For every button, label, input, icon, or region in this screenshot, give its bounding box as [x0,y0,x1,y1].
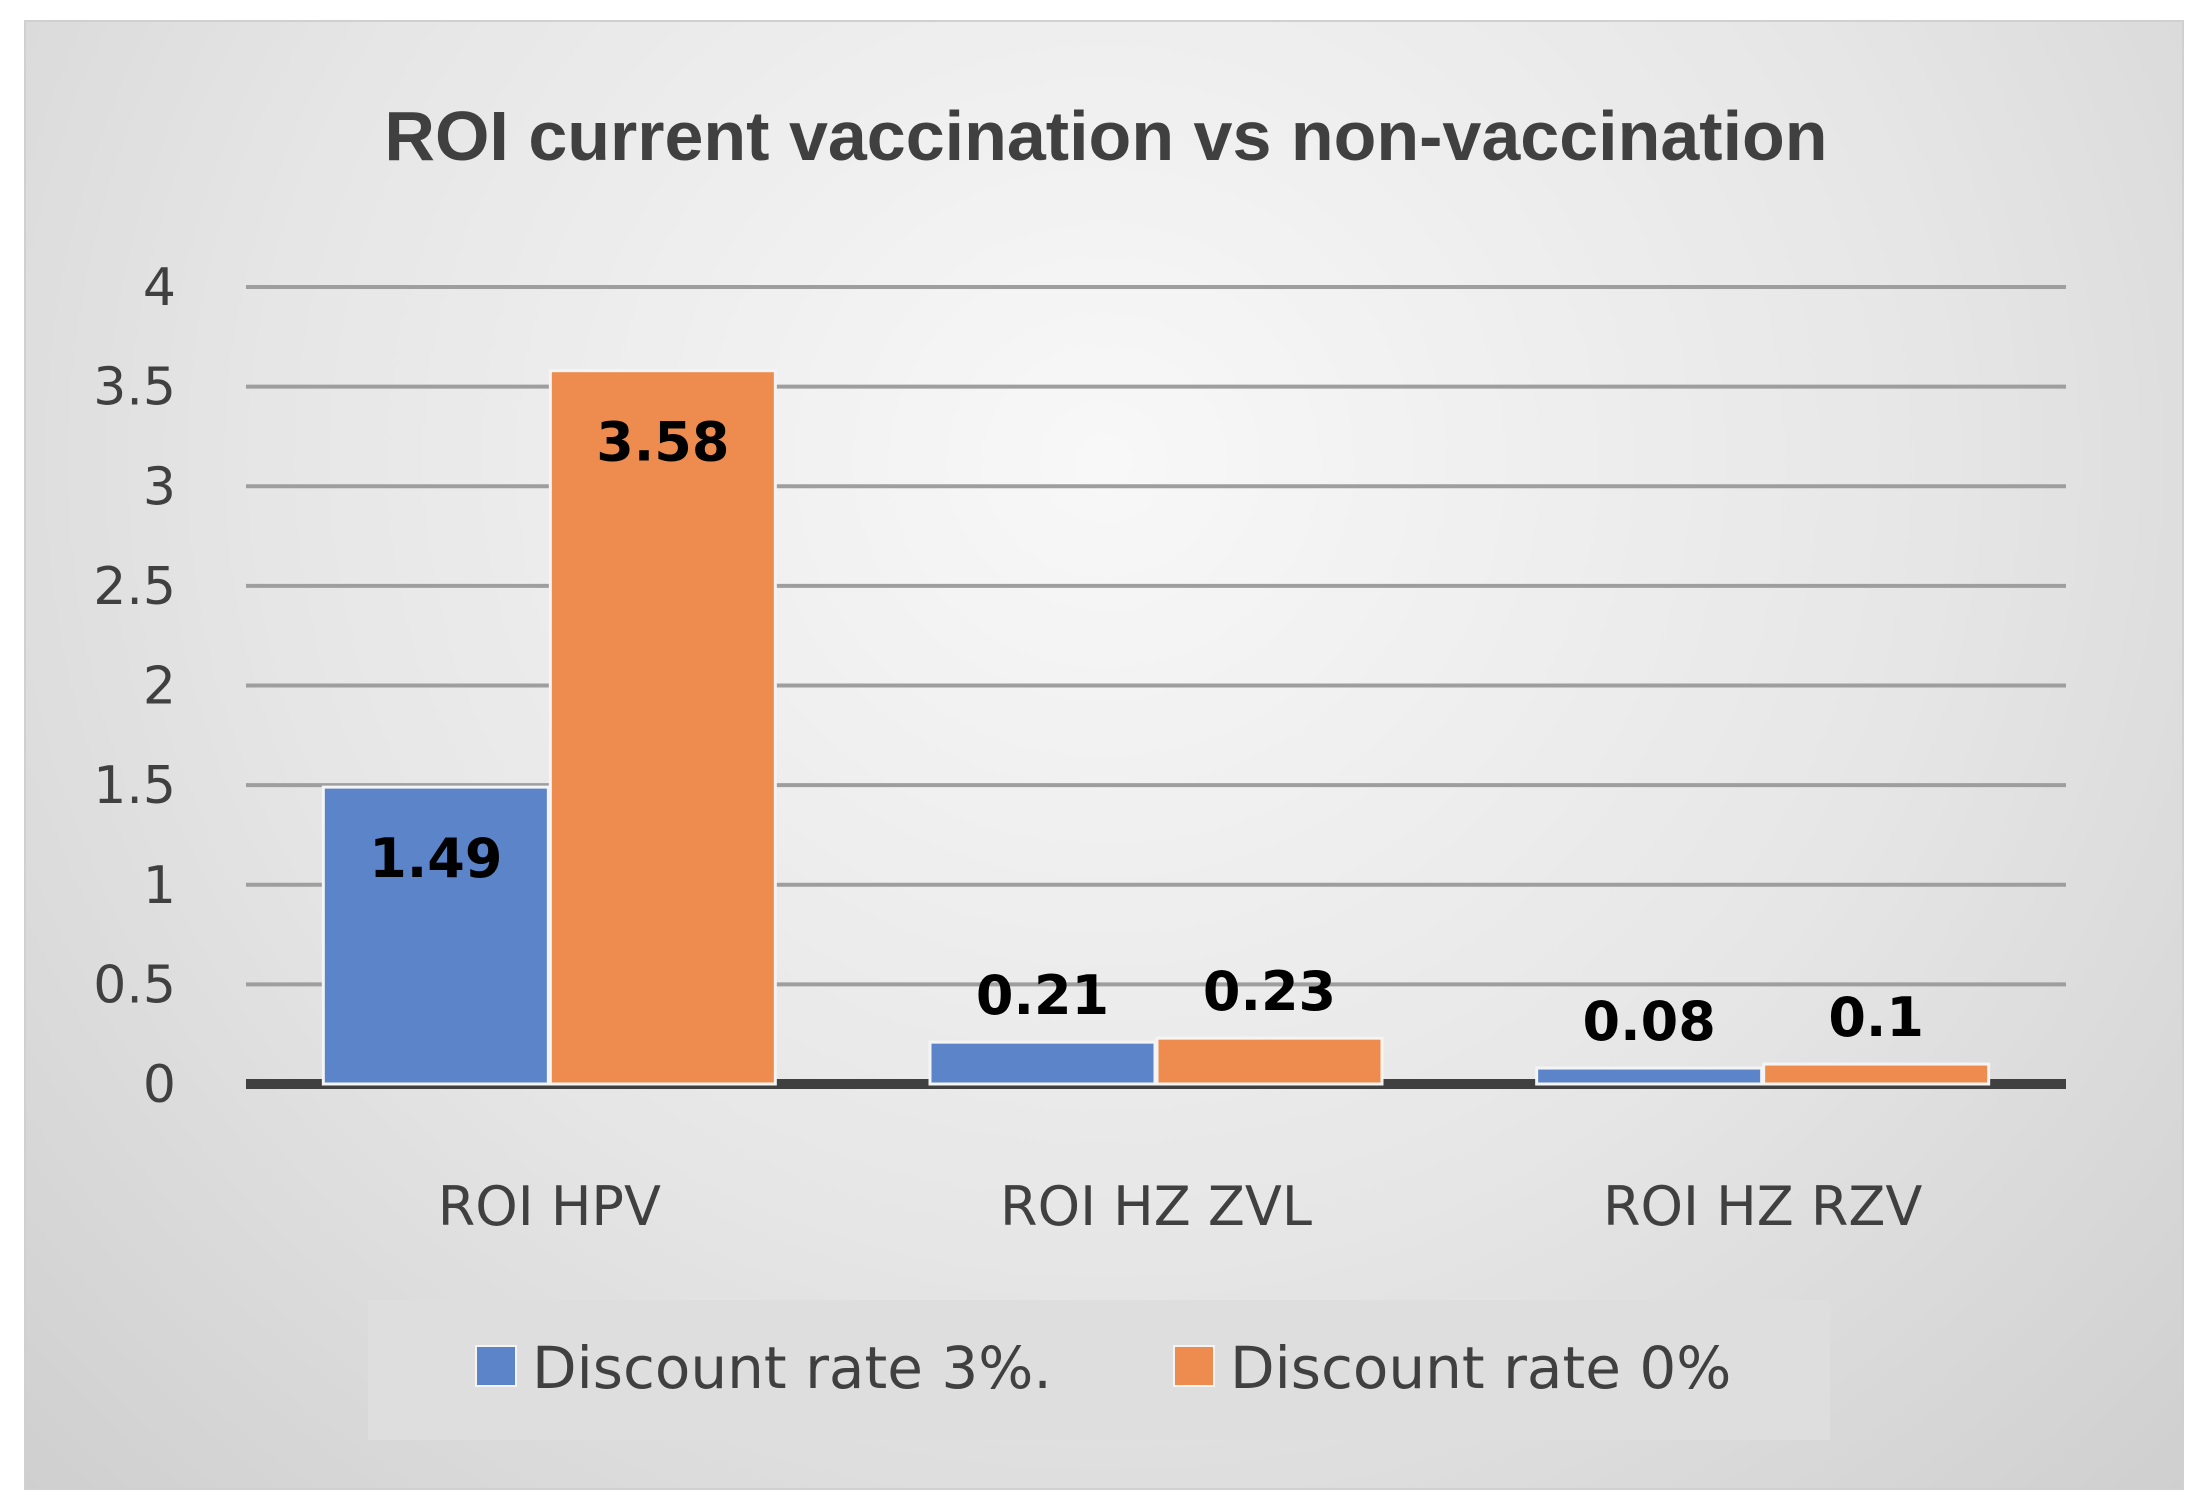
y-tick-label: 3.5 [93,358,176,418]
legend-box [368,1300,1830,1440]
data-label: 0.23 [1203,960,1336,1023]
x-axis-categories: ROI HPV ROI HZ ZVL ROI HZ RZV [438,1175,1923,1238]
bar-chart: ROI current vaccination vs non-vaccinati… [93,97,2066,1440]
y-tick-label: 3 [143,457,176,517]
data-labels: 1.49 3.58 0.21 0.23 0.08 0.1 [369,411,1924,1053]
chart-title: ROI current vaccination vs non-vaccinati… [384,97,1827,175]
chart-frame: ROI current vaccination vs non-vaccinati… [24,20,2184,1490]
legend-swatch [1173,1345,1215,1387]
y-axis-ticks: 0 0.5 1 1.5 2 2.5 3 3.5 4 [93,258,176,1115]
y-tick-label: 1 [143,856,176,916]
legend-swatch [475,1345,517,1387]
x-category-label: ROI HPV [438,1175,661,1238]
x-category-label: ROI HZ RZV [1603,1175,1922,1238]
data-label: 0.21 [976,964,1109,1027]
bar-discount-3 [928,1040,1157,1086]
legend-label: Discount rate 3%. [532,1334,1052,1402]
legend-label: Discount rate 0% [1230,1334,1731,1402]
bars [321,369,1991,1086]
data-label: 3.58 [596,411,729,474]
bar-discount-3 [321,785,550,1086]
y-tick-label: 2.5 [93,557,176,617]
data-label: 0.08 [1583,990,1716,1053]
legend: Discount rate 3%. Discount rate 0% [368,1300,1830,1440]
y-tick-label: 1.5 [93,756,176,816]
y-tick-label: 0.5 [93,955,176,1015]
y-tick-label: 0 [143,1055,176,1115]
data-label: 0.1 [1828,986,1924,1049]
bar-discount-0 [1762,1062,1991,1086]
bar-discount-3 [1535,1066,1764,1086]
x-category-label: ROI HZ ZVL [1000,1175,1312,1238]
y-tick-label: 4 [143,258,176,318]
data-label: 1.49 [369,827,502,890]
y-tick-label: 2 [143,657,176,717]
bar-discount-0 [548,369,777,1086]
bar-discount-0 [1155,1036,1384,1086]
